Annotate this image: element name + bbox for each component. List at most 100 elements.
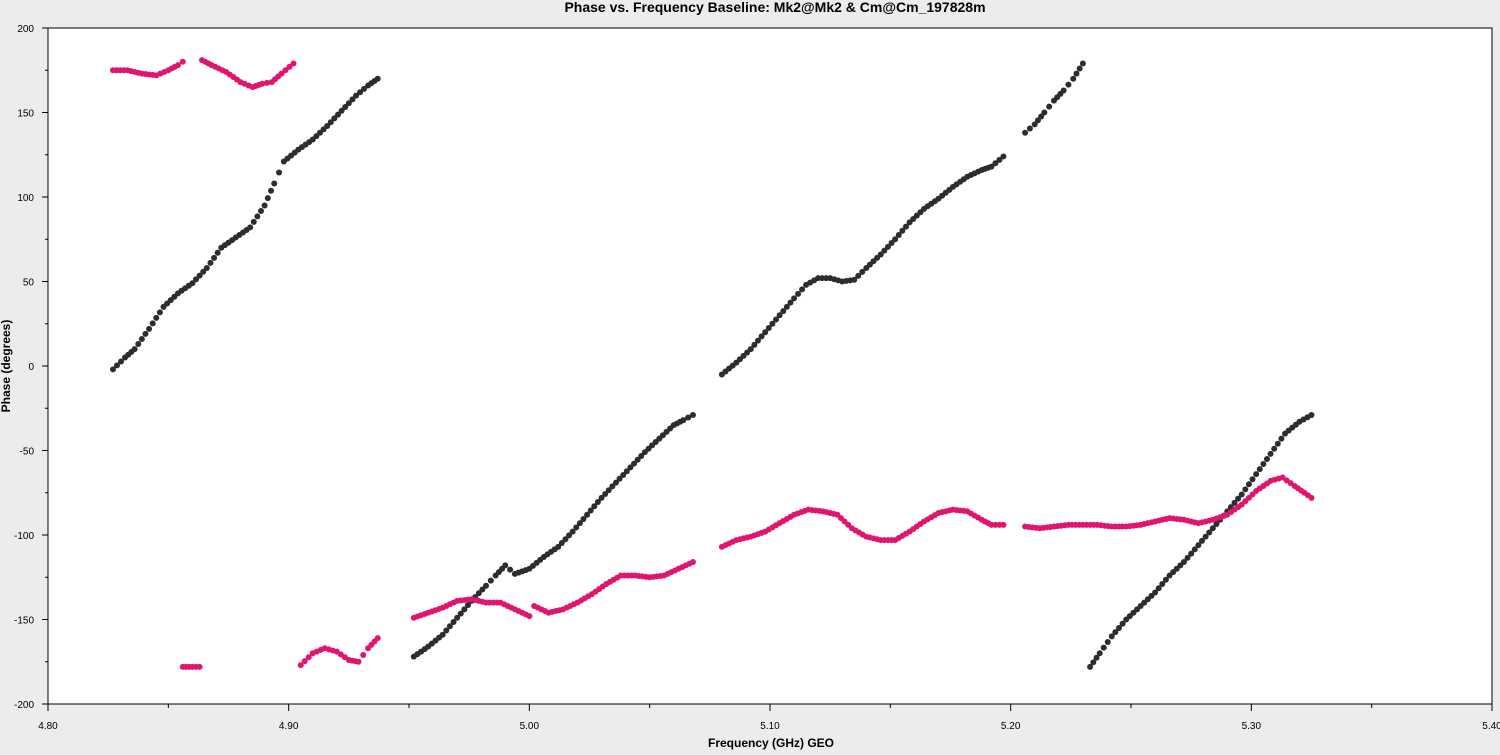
plot-background [47, 27, 1493, 705]
data-point [374, 635, 381, 642]
data-point [196, 272, 203, 279]
data-point [357, 89, 364, 96]
data-point [264, 195, 271, 202]
data-point [884, 243, 891, 250]
data-point [264, 79, 271, 86]
data-point [1249, 476, 1256, 483]
data-point [765, 324, 772, 331]
data-point [475, 590, 482, 597]
data-point [1041, 109, 1048, 116]
y-tick-label: 100 [17, 193, 34, 204]
data-point [196, 663, 203, 670]
data-point [555, 543, 562, 550]
x-tick-label: 5.20 [1001, 721, 1021, 732]
data-point [1155, 585, 1162, 592]
data-point [1308, 494, 1315, 501]
data-point [1159, 581, 1166, 588]
data-point [620, 472, 627, 479]
y-axis-label: Phase (degrees) [0, 320, 13, 413]
data-point [250, 218, 257, 225]
chart-title: Phase vs. Frequency Baseline: Mk2@Mk2 & … [564, 0, 985, 15]
series-1 [109, 60, 1315, 670]
data-point [278, 70, 285, 77]
data-point [877, 251, 884, 258]
data-point [602, 491, 609, 498]
y-tick-label: 200 [17, 24, 34, 35]
data-point [355, 658, 362, 665]
x-tick-label: 5.40 [1482, 721, 1500, 732]
data-point [193, 276, 200, 283]
data-point [1000, 153, 1007, 160]
data-point [1065, 81, 1072, 88]
y-axis: -200 -150 -100 -50 0 50 100 150 200 [14, 24, 48, 711]
data-point [1162, 576, 1169, 583]
data-point [1198, 537, 1205, 544]
data-point [200, 268, 207, 275]
data-point [1060, 87, 1067, 94]
data-point [342, 104, 349, 111]
data-point [211, 254, 218, 261]
data-point [247, 224, 254, 231]
data-point [1238, 491, 1245, 498]
data-point [1260, 461, 1267, 468]
data-point [153, 314, 160, 321]
data-point [271, 180, 278, 187]
data-point [203, 264, 210, 271]
data-point [1090, 659, 1097, 666]
data-point [479, 586, 486, 593]
data-point [487, 577, 494, 584]
data-point [1022, 129, 1029, 136]
data-point [791, 295, 798, 302]
data-point [149, 320, 156, 327]
data-point [305, 654, 312, 661]
x-tick-label: 5.30 [1242, 721, 1262, 732]
x-tick-label: 4.90 [279, 721, 299, 732]
data-point [566, 532, 573, 539]
data-point [584, 511, 591, 518]
data-point [1274, 440, 1281, 447]
data-point [612, 479, 619, 486]
data-point [349, 96, 356, 103]
data-point [301, 658, 308, 665]
data-point [259, 80, 266, 87]
data-point [780, 308, 787, 315]
data-point [1242, 486, 1249, 493]
data-point [569, 528, 576, 535]
data-point [799, 286, 806, 293]
data-point [286, 63, 293, 70]
data-point [1026, 125, 1033, 132]
data-point [324, 123, 331, 130]
y-tick-label: -150 [14, 616, 34, 627]
y-tick-label: -200 [14, 700, 34, 711]
data-point [1188, 550, 1195, 557]
data-point [1278, 435, 1285, 442]
data-point [1308, 412, 1315, 419]
data-point [689, 412, 696, 419]
data-point [461, 606, 468, 613]
data-point [1119, 620, 1126, 627]
data-point [623, 468, 630, 475]
data-point [609, 483, 616, 490]
data-point [895, 232, 902, 239]
data-point [881, 247, 888, 254]
data-point [1079, 60, 1086, 67]
data-point [254, 213, 261, 220]
data-point [851, 276, 858, 283]
series-2 [109, 57, 1315, 670]
data-point [374, 75, 381, 82]
data-point [562, 536, 569, 543]
data-point [1100, 644, 1107, 651]
data-point [1112, 629, 1119, 636]
data-point [1195, 542, 1202, 549]
data-point [605, 487, 612, 494]
data-point [207, 259, 214, 266]
data-point [1115, 624, 1122, 631]
data-point [109, 366, 116, 373]
data-point [680, 417, 687, 424]
data-point [783, 303, 790, 310]
data-point [483, 582, 490, 589]
data-point [443, 627, 450, 634]
data-point [988, 163, 995, 170]
data-point [1076, 65, 1083, 72]
